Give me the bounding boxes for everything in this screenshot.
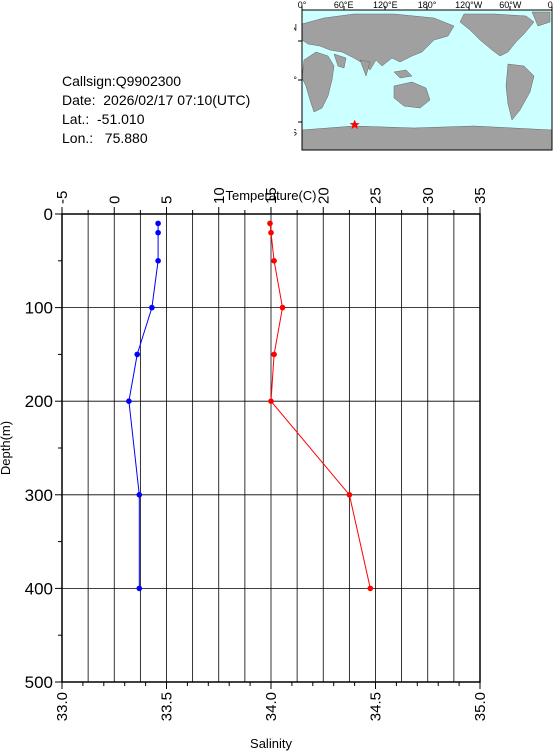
station-info: Callsign:Q9902300 Date: 2026/02/17 07:10… [62,72,250,148]
temperature-point [268,229,274,236]
salinity-point [136,492,143,498]
temperature-point [346,492,353,498]
temperature-tick-label: 10 [211,187,228,204]
salinity-point [155,229,161,236]
salinity-tick-label: 35.0 [472,692,489,721]
map-longitude-label: 0° [548,0,553,10]
depth-tick-label: 100 [25,299,53,318]
location-map: 0° 60°E 120°E 180° 120°W 60°W 0° 60°N 0° 60°S [294,0,553,151]
salinity-axis: 33.0 33.5 34.0 34.5 35.0 [54,682,489,721]
temperature-tick-label: 20 [315,187,332,204]
depth-axis-title: Depth(m) [0,421,13,475]
date-label: Date: 2026/02/17 07:10(UTC) [62,92,251,108]
callsign-label: Callsign:Q9902300 [62,73,182,89]
salinity-tick-label: 34.5 [368,692,385,721]
map-longitude-label: 60°W [499,0,522,10]
map-longitude-label: 180° [418,0,437,10]
map-latitude-label: 60°N [294,23,297,33]
depth-tick-label: 300 [25,486,53,505]
map-longitude-label: 120°W [455,0,483,10]
depth-axis: 0 100 200 300 400 500 [25,205,62,692]
salinity-point [155,258,161,264]
map-latitude-labels: 60°N 0° 60°S [294,23,297,138]
map-longitude-label: 60°E [334,0,354,10]
temperature-axis: -5 0 5 10 15 20 25 30 35 [54,187,489,214]
salinity-tick-label: 34.0 [263,692,280,721]
temperature-tick-label: -5 [54,191,71,204]
temperature-point [279,304,286,311]
latitude-label: Lat.: -51.010 [62,111,145,127]
depth-tick-label: 0 [44,205,53,224]
temperature-point [367,585,374,592]
temperature-tick-label: 35 [472,187,489,204]
salinity-point [155,220,161,227]
temperature-point [271,351,277,358]
map-longitude-label: 120°E [373,0,398,10]
temperature-tick-label: 0 [106,196,123,204]
temperature-profile-line [269,223,371,589]
map-land [301,11,553,151]
temperature-tick-label: 25 [368,187,385,204]
longitude-label: Lon.: 75.880 [62,130,148,146]
chart-series [126,220,374,592]
temperature-axis-title: Temperature(C) [225,188,316,203]
temperature-point [268,398,274,405]
salinity-point [134,351,140,358]
map-latitude-label: 0° [294,75,297,85]
map-latitude-label: 60°S [294,128,297,138]
salinity-point [126,398,132,405]
map-longitude-labels: 0° 60°E 120°E 180° 120°W 60°W 0° [298,0,553,10]
chart-grid [62,214,480,682]
salinity-profile-line [128,223,159,589]
salinity-point [149,304,155,311]
temperature-tick-label: 30 [420,187,437,204]
depth-tick-label: 400 [25,579,53,598]
temperature-point [267,220,273,227]
map-frame-ticks [298,6,553,123]
station-marker-icon [349,119,360,130]
plot-frame [61,213,481,683]
map-longitude-label: 0° [298,0,307,10]
salinity-axis-title: Salinity [250,736,292,751]
temperature-point [271,258,277,264]
salinity-point [136,585,143,592]
salinity-tick-label: 33.0 [54,692,71,721]
temperature-tick-label: 5 [159,196,176,204]
depth-tick-label: 500 [25,673,53,692]
salinity-tick-label: 33.5 [159,692,176,721]
temperature-tick-label: 15 [263,187,280,204]
depth-tick-label: 200 [25,392,53,411]
